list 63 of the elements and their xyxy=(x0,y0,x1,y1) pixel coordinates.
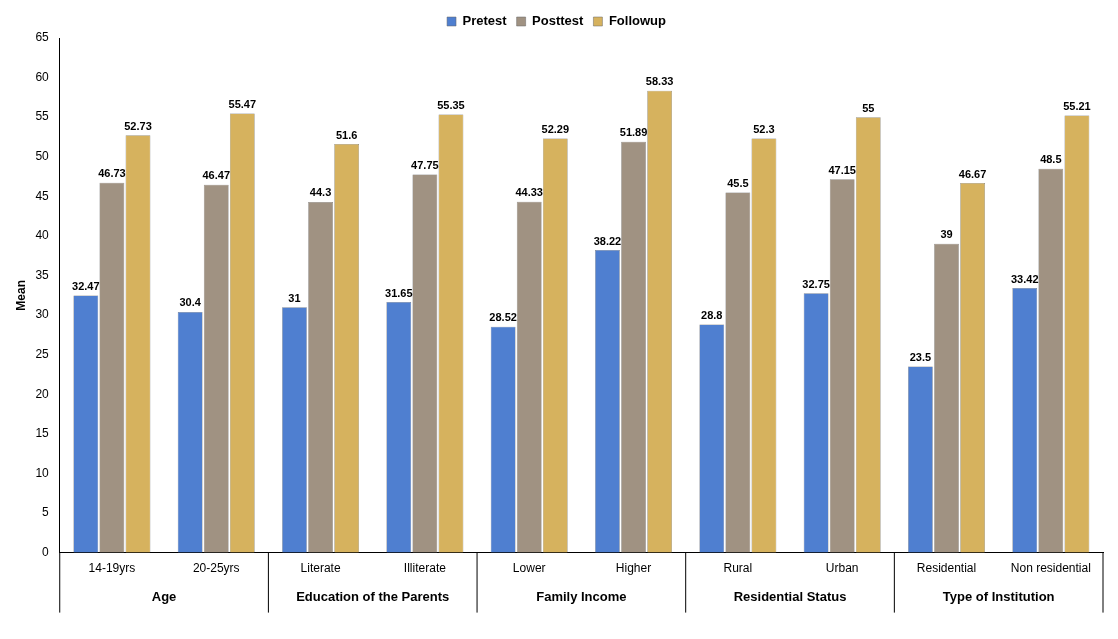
legend-label: Posttest xyxy=(532,13,585,29)
x-tick-label: 14-19yrs xyxy=(88,561,136,576)
data-label: 46.47 xyxy=(202,169,230,182)
text: Residential Status xyxy=(733,589,847,605)
data-label: 28.8 xyxy=(701,309,723,322)
y-tick-label: 10 xyxy=(35,465,50,480)
data-label: 51.6 xyxy=(335,128,358,141)
y-tick-label: 25 xyxy=(35,346,50,361)
data-label: 32.75 xyxy=(802,277,830,290)
y-tick-label: 30 xyxy=(35,307,50,322)
data-label: 47.75 xyxy=(411,159,439,172)
data-label: 38.22 xyxy=(593,234,622,247)
data-label: 39 xyxy=(940,228,953,241)
data-label: 46.73 xyxy=(98,167,126,180)
data-label: 55.35 xyxy=(437,98,465,111)
data-label: 33.42 xyxy=(1010,272,1039,285)
legend-label: Pretest xyxy=(462,13,508,29)
y-tick-label: 40 xyxy=(35,228,50,243)
x-tick-label: Non residential xyxy=(1010,561,1091,576)
text: Age xyxy=(151,589,177,605)
text: Family Income xyxy=(536,589,627,605)
y-tick-label: 60 xyxy=(35,69,50,84)
x-tick-label: Literate xyxy=(300,561,341,576)
legend-label: Followup xyxy=(608,13,667,29)
data-label: 52.73 xyxy=(124,119,152,132)
data-label: 55 xyxy=(862,101,875,114)
data-label: 48.5 xyxy=(1040,153,1062,166)
x-tick-label: 20-25yrs xyxy=(192,561,240,576)
data-label: 44.33 xyxy=(515,186,543,199)
x-tick-label: Illiterate xyxy=(403,561,447,576)
y-tick-label: 50 xyxy=(35,149,50,164)
x-tick-label: Urban xyxy=(825,561,859,576)
data-label: 58.33 xyxy=(645,75,674,88)
y-axis-title: Mean xyxy=(13,279,28,311)
y-tick-label: 15 xyxy=(35,426,50,441)
text: Type of Institution xyxy=(942,589,1055,605)
y-tick-label: 45 xyxy=(35,188,50,203)
data-label: 46.67 xyxy=(958,167,987,180)
text: Education of the Parents xyxy=(296,589,450,605)
data-label: 31.65 xyxy=(385,286,413,299)
data-label: 55.47 xyxy=(228,97,257,110)
y-tick-label: 35 xyxy=(35,267,50,282)
data-label: 47.15 xyxy=(828,163,856,176)
x-tick-label: Lower xyxy=(512,561,546,576)
data-label: 31 xyxy=(288,291,301,304)
data-label: 45.5 xyxy=(727,176,749,189)
x-tick-label: Rural xyxy=(723,561,753,576)
y-tick-label: 55 xyxy=(35,109,50,124)
x-tick-label: Higher xyxy=(615,561,652,576)
y-tick-label: 20 xyxy=(35,386,50,401)
y-tick-label: 5 xyxy=(42,505,50,520)
y-tick-label: 0 xyxy=(42,544,50,559)
data-label: 52.3 xyxy=(753,123,775,136)
data-label: 30.4 xyxy=(179,296,202,309)
data-label: 23.5 xyxy=(909,351,932,364)
data-label: 52.29 xyxy=(541,123,570,136)
x-tick-label: Residential xyxy=(916,561,977,576)
data-label: 55.21 xyxy=(1063,100,1091,113)
data-label: 44.3 xyxy=(309,186,332,199)
y-tick-label: 65 xyxy=(35,30,50,45)
data-label: 51.89 xyxy=(619,126,648,139)
data-label: 32.47 xyxy=(72,280,100,293)
data-label: 28.52 xyxy=(489,311,517,324)
